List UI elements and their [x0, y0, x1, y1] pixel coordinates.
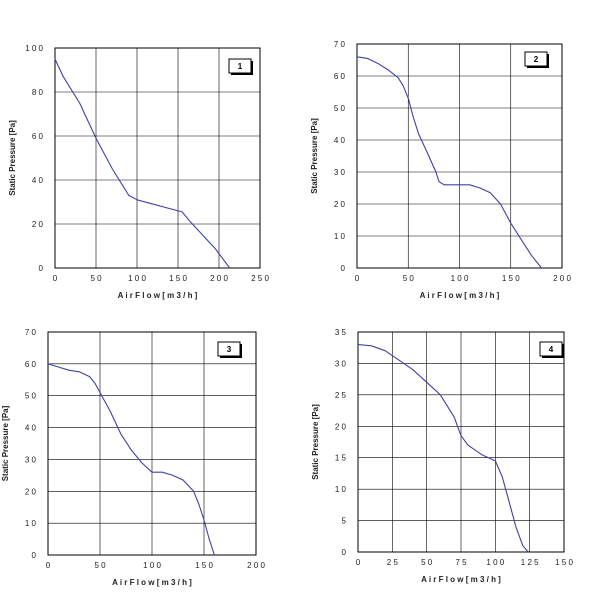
y-tick-label: 1 0 0	[25, 44, 43, 53]
plot-frame	[357, 331, 565, 553]
y-tick-label: 5 0	[25, 392, 37, 401]
y-tick-label: 0	[342, 548, 347, 557]
x-tick-label: 2 5 0	[251, 274, 269, 283]
x-tick-label: 5 0	[403, 274, 415, 283]
y-tick-label: 6 0	[32, 132, 44, 141]
badge-label: 4	[549, 345, 554, 354]
chart-number-badge: 4	[539, 341, 564, 358]
x-tick-label: 1 5 0	[195, 561, 213, 570]
y-tick-label: 1 0	[335, 485, 347, 494]
y-tick-label: 4 0	[25, 424, 37, 433]
y-tick-label: 0	[32, 551, 37, 560]
x-tick-label: 1 0 0	[143, 561, 161, 570]
x-tick-label: 2 5	[387, 558, 399, 567]
fan-curve-chart-3: 0 5 0 1 0 0 1 5 0 2 0 0 0 1 0 2 0 3 0 4 0 5 0 6 0 7 …	[1, 328, 265, 587]
y-tick-label: 2 0	[32, 220, 44, 229]
y-tick-label: 3 0	[335, 359, 347, 368]
y-tick-label: 2 5	[335, 391, 347, 400]
x-tick-label: 0	[355, 274, 360, 283]
x-tick-label: 1 5 0	[169, 274, 187, 283]
y-tick-label: 3 5	[335, 328, 347, 337]
badge-label: 3	[227, 345, 232, 354]
badge-label: 2	[534, 55, 539, 64]
x-tick-label: 1 0 0	[451, 274, 469, 283]
x-tick-label: 0	[53, 274, 58, 283]
x-tick-label: 1 0 0	[128, 274, 146, 283]
y-tick-label: 6 0	[334, 72, 346, 81]
y-tick-label: 8 0	[32, 88, 44, 97]
series-line-1	[54, 58, 231, 269]
series-line-1	[356, 56, 542, 269]
series-line-1	[357, 344, 529, 553]
x-tick-label: 5 0	[421, 558, 433, 567]
x-axis-title: A i r F l o w [ m 3 / h ]	[420, 291, 500, 300]
x-tick-label: 0	[46, 561, 51, 570]
x-axis-title: A i r F l o w [ m 3 / h ]	[421, 575, 501, 584]
x-tick-label: 2 0 0	[210, 274, 228, 283]
plot-frame	[47, 331, 257, 556]
x-tick-label: 5 0	[94, 561, 106, 570]
y-axis-title: Static Pressure [Pa]	[310, 118, 319, 194]
x-tick-label: 0	[356, 558, 361, 567]
chart-number-badge: 2	[524, 51, 549, 68]
y-tick-label: 1 5	[335, 454, 347, 463]
x-tick-label: 2 0 0	[247, 561, 265, 570]
x-tick-label: 5 0	[90, 274, 102, 283]
y-tick-label: 1 0	[25, 519, 37, 528]
badge-box	[524, 51, 548, 67]
y-tick-label: 5	[342, 517, 347, 526]
y-tick-label: 3 0	[334, 168, 346, 177]
badge-box	[228, 58, 252, 74]
y-tick-label: 3 0	[25, 455, 37, 464]
x-tick-label: 1 5 0	[555, 558, 573, 567]
plot-frame	[54, 47, 261, 269]
x-axis-title: A i r F l o w [ m 3 / h ]	[112, 578, 192, 587]
y-tick-label: 2 0	[25, 487, 37, 496]
plot-frame	[356, 43, 563, 269]
y-tick-label: 6 0	[25, 360, 37, 369]
y-tick-label: 7 0	[334, 40, 346, 49]
y-tick-label: 0	[341, 264, 346, 273]
badge-label: 1	[238, 62, 243, 71]
fan-curve-chart-2: 0 5 0 1 0 0 1 5 0 2 0 0 0 1 0 2 0 3 0 4 0 5 0 6 0 7 …	[310, 40, 571, 300]
y-tick-label: 0	[39, 264, 44, 273]
fan-curve-chart-4: 0 2 5 5 0 7 5 1 0 0 1 2 5 1 5 0 0 5 1 0 1 5 2 0 2 5 3…	[311, 328, 573, 584]
x-tick-label: 7 5	[455, 558, 467, 567]
y-tick-label: 4 0	[32, 176, 44, 185]
x-axis-title: A i r F l o w [ m 3 / h ]	[118, 291, 198, 300]
y-tick-label: 2 0	[334, 200, 346, 209]
badge-box	[217, 341, 241, 357]
x-tick-label: 1 5 0	[502, 274, 520, 283]
y-tick-label: 1 0	[334, 232, 346, 241]
y-tick-label: 7 0	[25, 328, 37, 337]
fan-curve-chart-1: 0 5 0 1 0 0 1 5 0 2 0 0 2 5 0 0 2 0 4 0 6 0 8 0 1 0…	[8, 44, 269, 300]
chart-number-badge: 1	[228, 58, 253, 75]
x-tick-label: 2 0 0	[553, 274, 571, 283]
y-axis-title: Static Pressure [Pa]	[311, 404, 320, 480]
y-axis-title: Static Pressure [Pa]	[8, 120, 17, 196]
series-line-1	[47, 363, 215, 556]
y-tick-label: 2 0	[335, 422, 347, 431]
chart-number-badge: 3	[217, 341, 242, 358]
x-tick-label: 1 0 0	[486, 558, 504, 567]
x-tick-label: 1 2 5	[521, 558, 539, 567]
y-axis-title: Static Pressure [Pa]	[1, 405, 10, 481]
y-tick-label: 5 0	[334, 104, 346, 113]
y-tick-label: 4 0	[334, 136, 346, 145]
badge-box	[539, 341, 563, 357]
